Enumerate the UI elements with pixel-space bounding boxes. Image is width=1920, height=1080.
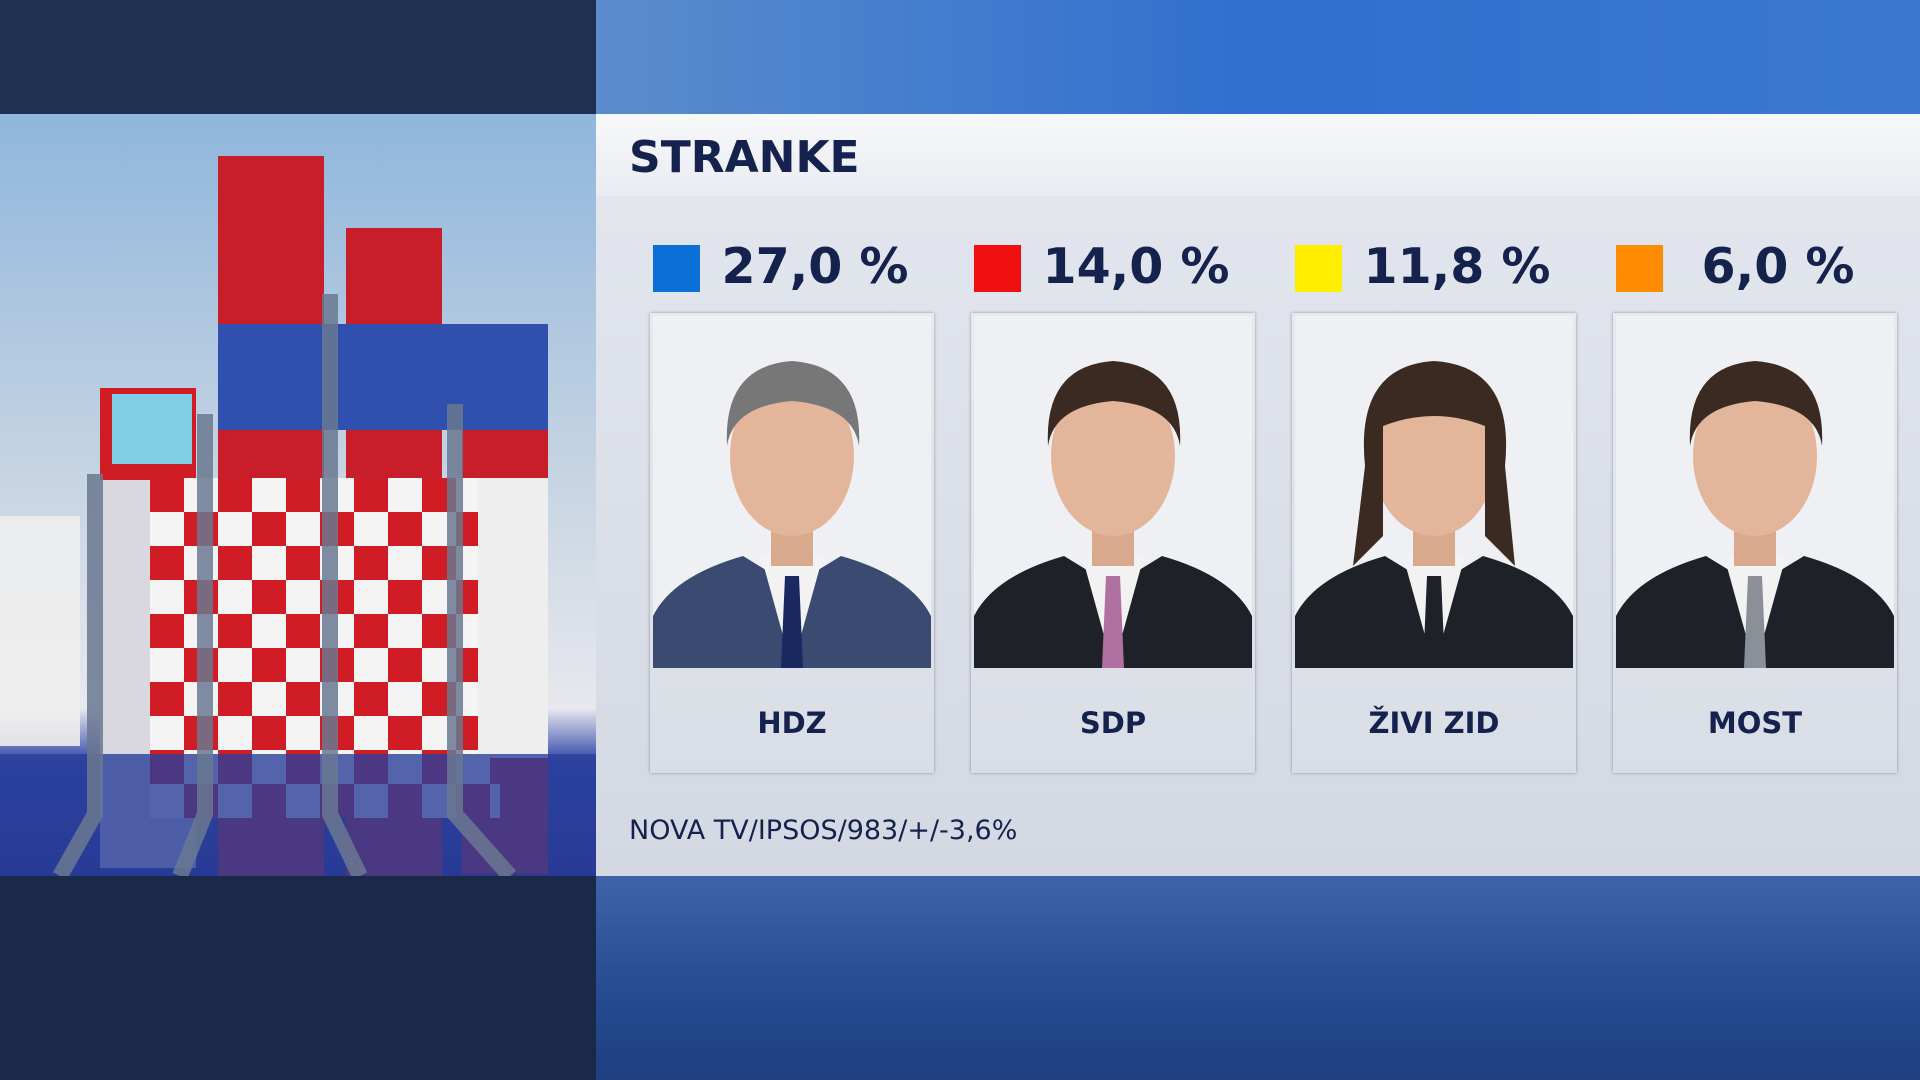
background-band (0, 876, 596, 1080)
results-panel: STRANKE 27,0 % HDZ 14,0 % SDP 11,8 % ŽIVI ZID… (596, 114, 1920, 876)
photo-shape (1102, 576, 1124, 668)
color-swatch (974, 245, 1021, 292)
photo-shape (730, 376, 854, 536)
party-name: HDZ (757, 706, 827, 740)
party-name: SDP (1079, 706, 1147, 740)
header: STRANKE (596, 114, 1920, 196)
color-swatch (1295, 245, 1342, 292)
result: 11,8 % (1363, 238, 1551, 295)
background-band (0, 0, 596, 114)
flag-graphic (0, 114, 596, 876)
result: 27,0 % (721, 238, 909, 295)
source: NOVA TV/IPSOS/983/+/-3,6% (629, 815, 1018, 846)
photo-shape (1693, 376, 1817, 536)
photo-shape (1051, 376, 1175, 536)
party-name: MOST (1707, 706, 1803, 740)
title: STRANKE (629, 132, 860, 183)
party-name: ŽIVI ZID (1368, 706, 1500, 740)
photo (1295, 316, 1573, 668)
color-swatch (1616, 245, 1663, 292)
background-band (596, 876, 1920, 1080)
photo-shape (1689, 361, 1823, 446)
photo (1616, 316, 1894, 668)
party-card: ŽIVI ZID (1292, 313, 1576, 773)
party-card: MOST (1613, 313, 1897, 773)
photo-shape (1047, 361, 1181, 446)
photo-shape (1423, 576, 1445, 668)
party-card: SDP (971, 313, 1255, 773)
color-swatch (653, 245, 700, 292)
result: 14,0 % (1042, 238, 1230, 295)
result: 6,0 % (1701, 238, 1855, 295)
photo-shape (781, 576, 803, 668)
photo (974, 316, 1252, 668)
photo (653, 316, 931, 668)
party-card: HDZ (650, 313, 934, 773)
photo-shape (726, 361, 860, 446)
background-band (596, 0, 1920, 114)
photo-shape (1353, 361, 1515, 566)
photo-shape (1744, 576, 1766, 668)
